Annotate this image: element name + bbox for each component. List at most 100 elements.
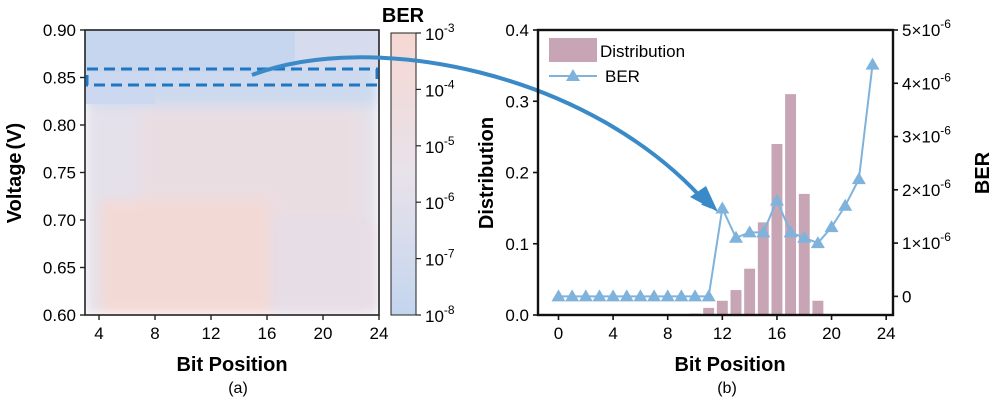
heatmap-y-label: Voltage(V) xyxy=(4,123,26,223)
ber-point xyxy=(565,289,580,302)
distribution-frame xyxy=(536,28,895,317)
legend-label-distribution: Distribution xyxy=(600,42,685,61)
distribution-bar xyxy=(730,290,742,315)
heatmap-x-tick-label: 8 xyxy=(150,324,159,343)
ber-point xyxy=(701,289,716,302)
colorbar-tick-label: 10-4 xyxy=(425,77,455,100)
ber-point xyxy=(797,230,812,243)
colorbar: BER 10-3 10-4 10-5 10-6 10-7 10-8 xyxy=(382,5,455,326)
connector-arrowhead-icon xyxy=(690,186,718,212)
legend: Distribution BER xyxy=(549,38,685,86)
colorbar-tick-label: 10-6 xyxy=(425,190,455,213)
ber-point xyxy=(742,225,757,238)
distribution-x-tick-label: 20 xyxy=(822,324,841,343)
ber-y-tick-label: 2×10-6 xyxy=(902,177,951,200)
legend-swatch-distribution xyxy=(549,38,597,62)
ber-point xyxy=(674,289,689,302)
heatmap-x-tick-label: 4 xyxy=(94,324,103,343)
ber-point xyxy=(810,236,825,249)
distribution-y-tick-label: 0.4 xyxy=(505,21,529,40)
ber-point xyxy=(769,193,784,206)
heatmap-x-axis: 4 8 12 16 20 24 xyxy=(94,315,388,343)
heatmap-x-tick-label: 20 xyxy=(314,324,333,343)
ber-y-tick-label: 3×10-6 xyxy=(902,124,951,147)
connector-arrow xyxy=(251,55,712,209)
heatmap-y-tick-label: 0.60 xyxy=(43,306,76,325)
heatmap-cells xyxy=(85,30,379,315)
distribution-panel: 0 4 8 12 16 20 24 0.0 0.1 0.2 0.3 0.4 0 1×10-6 2×10-… xyxy=(476,17,994,397)
distribution-x-tick-label: 12 xyxy=(713,324,732,343)
ber-y-label: BER xyxy=(972,151,994,194)
distribution-x-tick-label: 8 xyxy=(663,324,672,343)
distribution-y-label: Distribution xyxy=(476,117,498,229)
colorbar-gradient xyxy=(390,32,417,316)
distribution-x-tick-label: 4 xyxy=(608,324,617,343)
colorbar-tick-label: 10-3 xyxy=(425,21,455,44)
ber-line xyxy=(558,64,874,298)
distribution-left-axis: 0.0 0.1 0.2 0.3 0.4 xyxy=(505,21,538,325)
heatmap-x-tick-label: 24 xyxy=(370,324,389,343)
ber-point xyxy=(865,57,880,70)
colorbar-tick-label: 10-7 xyxy=(425,247,455,270)
distribution-y-tick-label: 0.0 xyxy=(505,306,529,325)
legend-triangle-icon xyxy=(566,69,580,81)
ber-point xyxy=(824,220,839,233)
heatmap-y-tick-label: 0.70 xyxy=(43,211,76,230)
ber-point xyxy=(619,289,634,302)
colorbar-tick-label: 10-8 xyxy=(425,303,455,326)
ber-point xyxy=(688,289,703,302)
ber-point xyxy=(647,289,662,302)
distribution-y-tick-label: 0.3 xyxy=(505,92,529,111)
ber-y-tick-label: 4×10-6 xyxy=(902,70,951,93)
heatmap-y-tick-label: 0.65 xyxy=(43,259,76,278)
distribution-bar xyxy=(812,300,824,315)
ber-point xyxy=(606,289,621,302)
ber-right-axis: 0 1×10-6 2×10-6 3×10-6 4×10-6 5×10-6 xyxy=(893,17,951,306)
distribution-x-tick-label: 16 xyxy=(767,324,786,343)
distribution-y-tick-label: 0.1 xyxy=(505,235,529,254)
ber-point xyxy=(851,172,866,185)
colorbar-title: BER xyxy=(382,5,425,27)
heatmap-highlight-box xyxy=(85,67,379,87)
ber-point xyxy=(715,201,730,214)
heatmap-x-tick-label: 16 xyxy=(258,324,277,343)
distribution-bar xyxy=(771,144,783,315)
colorbar-ticks: 10-3 10-4 10-5 10-6 10-7 10-8 xyxy=(416,21,455,326)
distribution-bar xyxy=(757,222,769,315)
distribution-bar xyxy=(716,300,728,315)
ber-point xyxy=(660,289,675,302)
ber-point xyxy=(728,230,743,243)
distribution-bar xyxy=(785,94,797,315)
heatmap-y-tick-label: 0.85 xyxy=(43,69,76,88)
ber-y-tick-label: 5×10-6 xyxy=(902,17,951,40)
colorbar-tick-label: 10-5 xyxy=(425,134,455,157)
heatmap-y-tick-label: 0.75 xyxy=(43,164,76,183)
ber-point xyxy=(756,225,771,238)
heatmap-panel: 4 8 12 16 20 24 0.600.650.700.750.800.850.90 … xyxy=(4,5,455,397)
distribution-x-tick-label: 0 xyxy=(554,324,563,343)
distribution-x-tick-label: 24 xyxy=(877,324,896,343)
heatmap-x-label: Bit Position xyxy=(176,354,287,376)
caption-b: (b) xyxy=(717,380,737,397)
ber-point xyxy=(551,289,566,302)
heatmap-x-tick-label: 12 xyxy=(202,324,221,343)
ber-point xyxy=(578,289,593,302)
heatmap-y-tick-label: 0.80 xyxy=(43,116,76,135)
distribution-bar xyxy=(703,307,715,315)
heatmap-y-axis: 0.60 0.65 0.70 0.75 0.80 0.85 0.90 xyxy=(43,21,85,325)
distribution-y-tick-label: 0.2 xyxy=(505,164,529,183)
caption-a: (a) xyxy=(228,380,248,397)
ber-point xyxy=(838,198,853,211)
distribution-bar xyxy=(798,193,810,315)
heatmap-y-tick-label: 0.90 xyxy=(43,21,76,40)
distribution-x-label: Bit Position xyxy=(674,354,785,376)
legend-label-ber: BER xyxy=(605,67,640,86)
ber-y-tick-label: 1×10-6 xyxy=(902,230,951,253)
ber-point xyxy=(633,289,648,302)
ber-y-tick-label: 0 xyxy=(902,287,911,306)
ber-point xyxy=(592,289,607,302)
heatmap-y-label-voltage: Voltage xyxy=(4,152,26,223)
distribution-bar xyxy=(744,268,756,315)
ber-line-series xyxy=(551,57,880,302)
